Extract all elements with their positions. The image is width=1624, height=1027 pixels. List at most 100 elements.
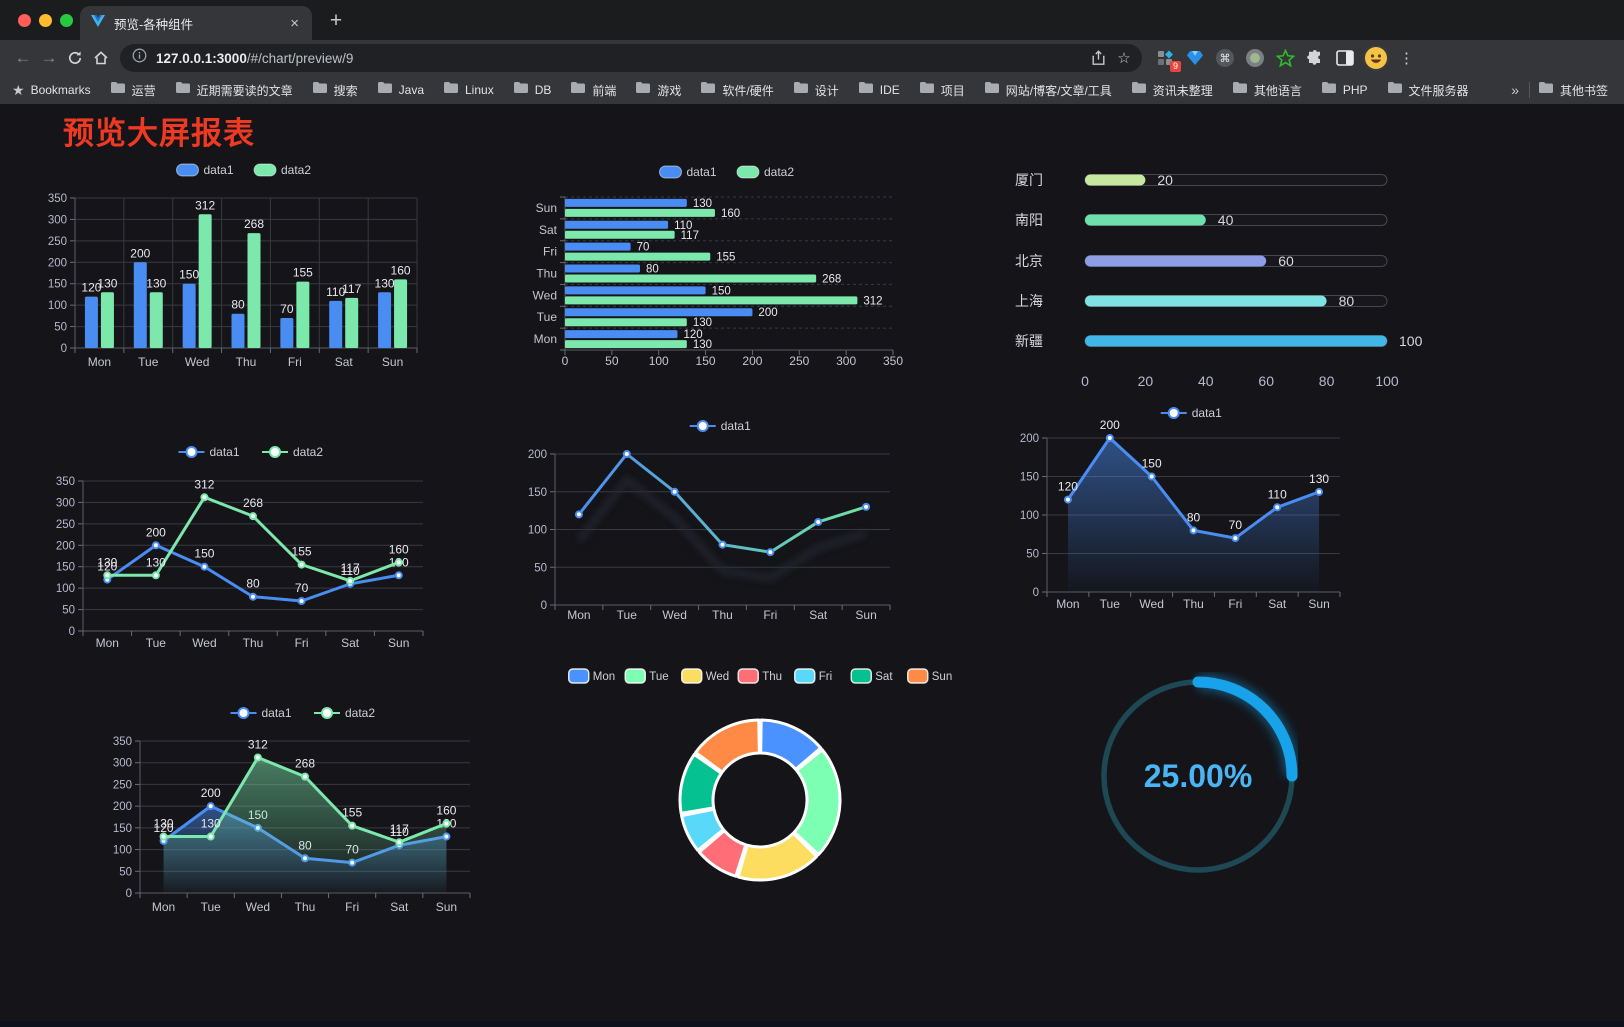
svg-text:150: 150 [194, 547, 214, 561]
svg-text:120: 120 [683, 329, 702, 341]
bookmark-folder[interactable]: 其他语言 [1232, 81, 1302, 99]
bookmark-folder[interactable]: 近期需要读的文章 [175, 81, 293, 99]
area-line-chart: 0 50 100 150 200 Mon Tue Wed Thu Fri Sat Sun 120 200 1… [985, 400, 1385, 615]
svg-text:350: 350 [113, 736, 132, 748]
bookmark-folder[interactable]: 运营 [110, 81, 156, 99]
bookmarks-root-item[interactable]: ★ Bookmarks [12, 82, 91, 99]
svg-text:130: 130 [97, 276, 117, 290]
folder-icon [377, 81, 393, 99]
bookmark-folder[interactable]: Java [377, 81, 424, 99]
svg-text:Mon: Mon [534, 332, 557, 346]
url-bar[interactable]: 127.0.0.1:3000/#/chart/preview/9 ☆ [120, 44, 1142, 72]
extension-command-icon[interactable]: ⌘ [1211, 44, 1239, 72]
svg-text:130: 130 [693, 317, 712, 329]
bookmark-star-icon[interactable]: ☆ [1117, 50, 1131, 67]
svg-text:80: 80 [1319, 373, 1335, 389]
svg-text:data2: data2 [293, 445, 323, 459]
folder-icon [700, 81, 716, 99]
tab-close-icon[interactable]: × [290, 14, 299, 32]
svg-text:150: 150 [1020, 472, 1039, 484]
extension-grid-icon[interactable]: 9 [1151, 44, 1181, 72]
tab-title: 预览-各种组件 [114, 17, 194, 32]
browser-tab[interactable]: 预览-各种组件 × [80, 6, 312, 40]
folder-icon [570, 81, 586, 99]
bookmark-folder-label: 游戏 [657, 83, 682, 98]
svg-text:312: 312 [194, 477, 214, 491]
bookmark-folder[interactable]: 搜索 [312, 81, 358, 99]
extensions-puzzle-icon[interactable] [1301, 44, 1329, 72]
svg-text:Tue: Tue [1100, 597, 1121, 611]
svg-text:Tue: Tue [617, 608, 638, 622]
svg-text:Sat: Sat [809, 608, 828, 622]
svg-text:250: 250 [56, 519, 75, 531]
close-window-button[interactable] [18, 14, 31, 27]
sidebar-toggle-icon[interactable] [1331, 44, 1359, 72]
svg-text:200: 200 [528, 449, 547, 461]
svg-text:120: 120 [81, 281, 101, 295]
share-icon[interactable] [1085, 45, 1111, 71]
bookmark-folder[interactable]: 项目 [919, 81, 965, 99]
svg-text:300: 300 [113, 758, 132, 770]
bookmark-folder[interactable]: DB [513, 81, 551, 99]
svg-text:80: 80 [646, 264, 659, 276]
home-button[interactable] [88, 45, 114, 71]
svg-text:312: 312 [248, 738, 268, 752]
new-tab-button[interactable]: + [329, 9, 343, 32]
progress-gauge: 25.00% [1098, 672, 1298, 877]
extension-record-icon[interactable] [1241, 44, 1269, 72]
svg-text:350: 350 [48, 193, 67, 205]
url-text[interactable]: 127.0.0.1:3000/#/chart/preview/9 [156, 50, 354, 66]
svg-text:上海: 上海 [1015, 293, 1043, 309]
bookmark-folder-label: 前端 [592, 83, 617, 98]
bookmark-folder[interactable]: 网站/博客/文章/工具 [984, 81, 1112, 99]
bookmark-folder[interactable]: 设计 [793, 81, 839, 99]
bookmark-folder[interactable]: 前端 [570, 81, 616, 99]
folder-icon [793, 81, 809, 99]
svg-text:Thu: Thu [762, 671, 782, 683]
svg-text:0: 0 [126, 888, 132, 900]
svg-text:Thu: Thu [712, 608, 733, 622]
svg-text:Thu: Thu [236, 355, 257, 369]
svg-text:厦门: 厦门 [1015, 172, 1043, 188]
bookmark-folder[interactable]: IDE [858, 81, 900, 99]
bookmark-folder-label: IDE [879, 83, 900, 97]
reload-button[interactable] [62, 45, 88, 71]
profile-avatar[interactable] [1363, 45, 1389, 71]
svg-text:70: 70 [1229, 518, 1243, 532]
svg-text:Sat: Sat [875, 671, 893, 683]
site-info-icon[interactable] [132, 48, 147, 68]
extension-diamond-icon[interactable] [1181, 44, 1209, 72]
bookmark-folder[interactable]: PHP [1321, 81, 1368, 99]
svg-text:Sat: Sat [335, 355, 354, 369]
svg-text:50: 50 [605, 354, 619, 368]
donut-chart: Mon Tue Wed Thu Fri Sat Sun [560, 655, 960, 910]
svg-text:data1: data1 [204, 163, 234, 177]
bookmark-folder[interactable]: 软件/硬件 [700, 81, 774, 99]
svg-text:80: 80 [246, 577, 260, 591]
bookmark-folder[interactable]: 游戏 [635, 81, 681, 99]
zoom-window-button[interactable] [60, 14, 73, 27]
forward-button[interactable]: → [40, 48, 58, 67]
bookmark-folder[interactable]: 资讯未整理 [1131, 81, 1213, 99]
svg-text:Tue: Tue [201, 900, 222, 914]
svg-text:Sun: Sun [436, 900, 457, 914]
svg-text:80: 80 [1339, 293, 1355, 309]
svg-text:Fri: Fri [345, 900, 359, 914]
bookmark-folder-label: 其他语言 [1253, 83, 1302, 98]
svg-text:50: 50 [54, 322, 67, 334]
bookmarks-overflow-chevron[interactable]: » [1511, 82, 1519, 98]
svg-text:110: 110 [674, 220, 692, 232]
svg-text:Fri: Fri [295, 636, 309, 650]
minimize-window-button[interactable] [39, 14, 52, 27]
browser-menu-icon[interactable]: ⋮ [1399, 50, 1414, 67]
svg-text:160: 160 [391, 263, 411, 277]
back-button[interactable]: ← [14, 48, 32, 67]
svg-text:150: 150 [528, 487, 547, 499]
bookmark-folder[interactable]: Linux [443, 81, 494, 99]
svg-text:200: 200 [48, 257, 67, 269]
bookmark-folder[interactable]: 文件服务器 [1387, 81, 1469, 99]
extension-star-icon[interactable] [1271, 44, 1299, 72]
other-bookmarks-folder[interactable]: 其他书签 [1538, 81, 1608, 99]
svg-text:Mon: Mon [152, 900, 175, 914]
svg-text:100: 100 [1375, 373, 1399, 389]
